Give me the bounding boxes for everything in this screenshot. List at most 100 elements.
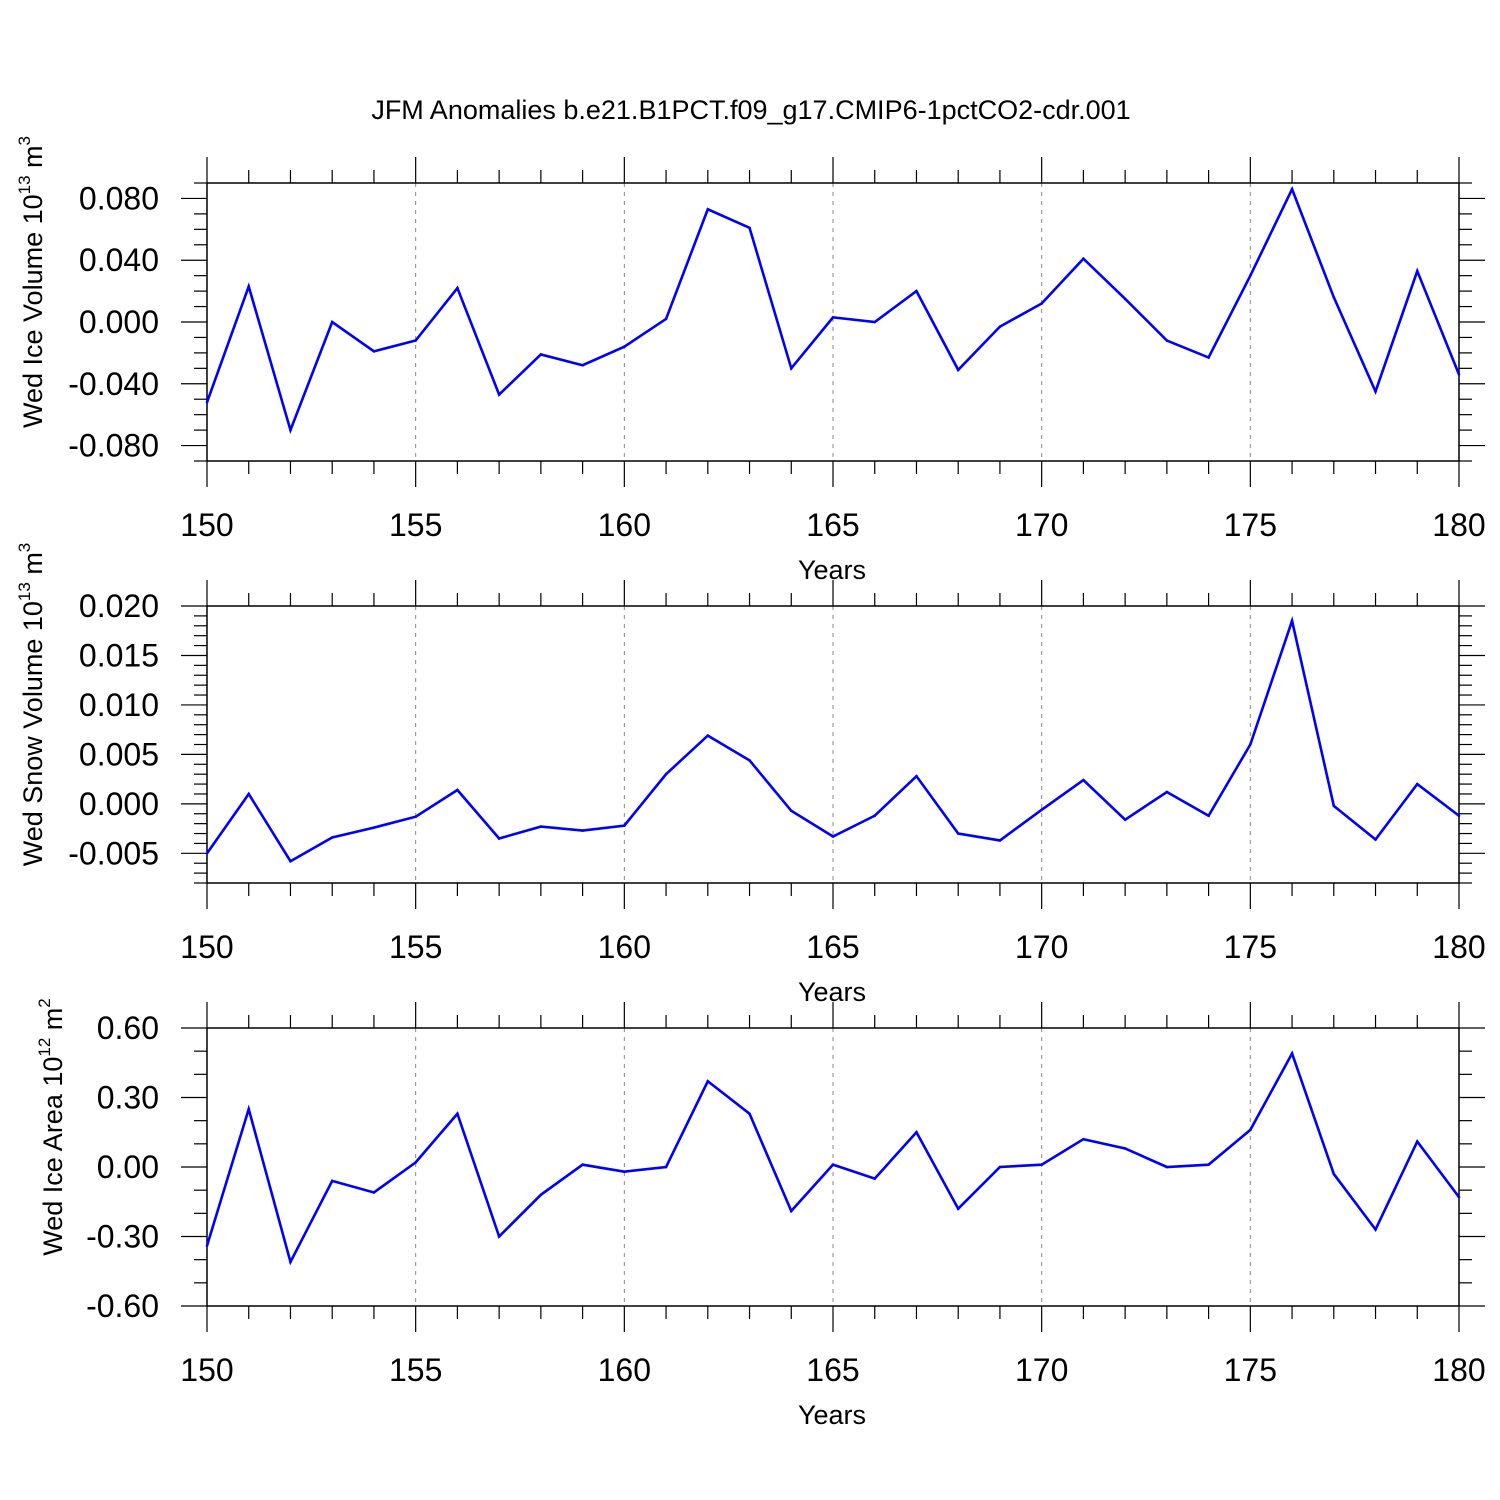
- data-point: [873, 1177, 877, 1180]
- x-tick-label: 175: [1224, 929, 1277, 965]
- data-point: [789, 1209, 793, 1213]
- y-axis-label: Wed Ice Volume 1013 m3: [15, 136, 48, 428]
- x-tick-label: 155: [389, 507, 442, 543]
- x-tick-label: 160: [598, 507, 651, 543]
- data-point: [372, 1191, 376, 1194]
- y-axis-label-unit: m: [38, 1008, 68, 1038]
- data-point: [998, 1165, 1002, 1169]
- data-point: [998, 325, 1002, 328]
- data-point: [1123, 297, 1127, 301]
- x-tick-label: 180: [1432, 507, 1485, 543]
- y-tick-label: -0.30: [86, 1219, 159, 1255]
- y-axis-label-text: Wed Snow Volume 10: [18, 601, 48, 866]
- x-tick-label: 165: [806, 929, 859, 965]
- y-axis-label: Wed Ice Area 1012 m2: [35, 998, 68, 1256]
- y-tick-label: 0.040: [79, 242, 159, 278]
- y-tick-label: 0.000: [79, 786, 159, 822]
- y-tick-label: -0.60: [86, 1288, 159, 1324]
- data-point: [414, 339, 417, 342]
- data-point: [1290, 619, 1294, 623]
- panel-ice-area: 0.60 0.30 0.00 -0.30 -0.60 150 155 160 165 170 175…: [35, 998, 1486, 1430]
- data-point: [1165, 339, 1169, 342]
- data-point: [1082, 778, 1085, 782]
- data-point: [915, 774, 918, 778]
- y-tick-label: 0.000: [79, 304, 159, 340]
- data-point: [330, 1179, 334, 1183]
- data-point: [539, 1193, 543, 1197]
- data-point: [831, 835, 835, 838]
- y-axis-label-unit-exponent: 3: [15, 136, 34, 145]
- data-point: [1082, 1137, 1085, 1141]
- y-axis-label-exponent: 12: [35, 1038, 54, 1057]
- x-tick-label: 180: [1432, 1352, 1485, 1388]
- data-point: [664, 317, 668, 321]
- data-point: [372, 826, 376, 829]
- data-point: [1040, 808, 1043, 812]
- data-point: [915, 289, 918, 293]
- data-point: [915, 1130, 918, 1134]
- data-point: [1082, 257, 1085, 260]
- x-tick-label: 165: [806, 1352, 859, 1388]
- y-axis-label-exponent: 13: [15, 582, 34, 601]
- data-point: [414, 815, 417, 819]
- data-point: [247, 1107, 251, 1111]
- data-point: [1457, 373, 1461, 376]
- data-point: [1415, 269, 1419, 273]
- data-point: [1332, 1172, 1336, 1176]
- data-point: [1332, 804, 1336, 808]
- x-tick-label: 150: [180, 507, 233, 543]
- x-tick-label: 180: [1432, 929, 1485, 965]
- data-point: [706, 1079, 710, 1083]
- data-point: [706, 207, 710, 211]
- y-tick-label: 0.60: [97, 1010, 159, 1046]
- data-point: [289, 1260, 292, 1264]
- y-axis-label-unit: m: [18, 145, 48, 175]
- y-tick-label: -0.005: [68, 835, 159, 871]
- data-point: [372, 350, 376, 353]
- data-point: [1123, 1147, 1127, 1150]
- y-axis-label-unit: m: [18, 552, 48, 582]
- y-tick-label: 0.00: [97, 1149, 159, 1185]
- data-point: [1415, 782, 1419, 786]
- y-axis-label-unit-exponent: 3: [15, 543, 34, 552]
- data-point: [1123, 818, 1127, 821]
- data-point: [706, 734, 710, 737]
- data-point: [497, 1235, 501, 1238]
- data-point: [748, 226, 751, 230]
- x-tick-label: 155: [389, 929, 442, 965]
- y-axis-label: Wed Snow Volume 1013 m3: [15, 543, 48, 867]
- data-point: [998, 839, 1002, 842]
- data-point: [1457, 814, 1461, 818]
- data-point: [1374, 838, 1377, 841]
- data-point: [581, 829, 584, 832]
- data-point: [330, 836, 334, 839]
- y-tick-label: -0.080: [68, 428, 159, 464]
- data-point: [1415, 1140, 1419, 1143]
- y-tick-label: -0.040: [68, 366, 159, 402]
- data-point: [1374, 1228, 1377, 1231]
- data-point: [1165, 1165, 1169, 1169]
- y-axis-label-text: Wed Ice Area 10: [38, 1057, 68, 1256]
- data-point: [1207, 814, 1210, 818]
- y-tick-label: 0.005: [79, 736, 159, 772]
- x-tick-label: 175: [1224, 1352, 1277, 1388]
- x-tick-label: 150: [180, 929, 233, 965]
- data-point: [289, 859, 292, 863]
- x-tick-label: 150: [180, 1352, 233, 1388]
- x-tick-label: 160: [598, 929, 651, 965]
- data-point: [664, 1165, 668, 1169]
- data-point: [1457, 1195, 1461, 1199]
- panel-ice-volume: 0.080 0.040 0.000 -0.040 -0.080 150 155 160 165 1…: [15, 136, 1486, 585]
- y-axis-label-text: Wed Ice Volume 10: [18, 194, 48, 428]
- data-point: [1207, 1163, 1210, 1166]
- x-tick-label: 170: [1015, 929, 1068, 965]
- x-tick-label: 160: [598, 1352, 651, 1388]
- x-axis-label: Years: [798, 977, 866, 1007]
- data-point: [1290, 187, 1294, 191]
- x-tick-label: 170: [1015, 507, 1068, 543]
- y-tick-label: 0.30: [97, 1080, 159, 1116]
- x-tick-label: 155: [389, 1352, 442, 1388]
- data-point: [831, 316, 835, 319]
- y-axis-label-exponent: 13: [15, 175, 34, 194]
